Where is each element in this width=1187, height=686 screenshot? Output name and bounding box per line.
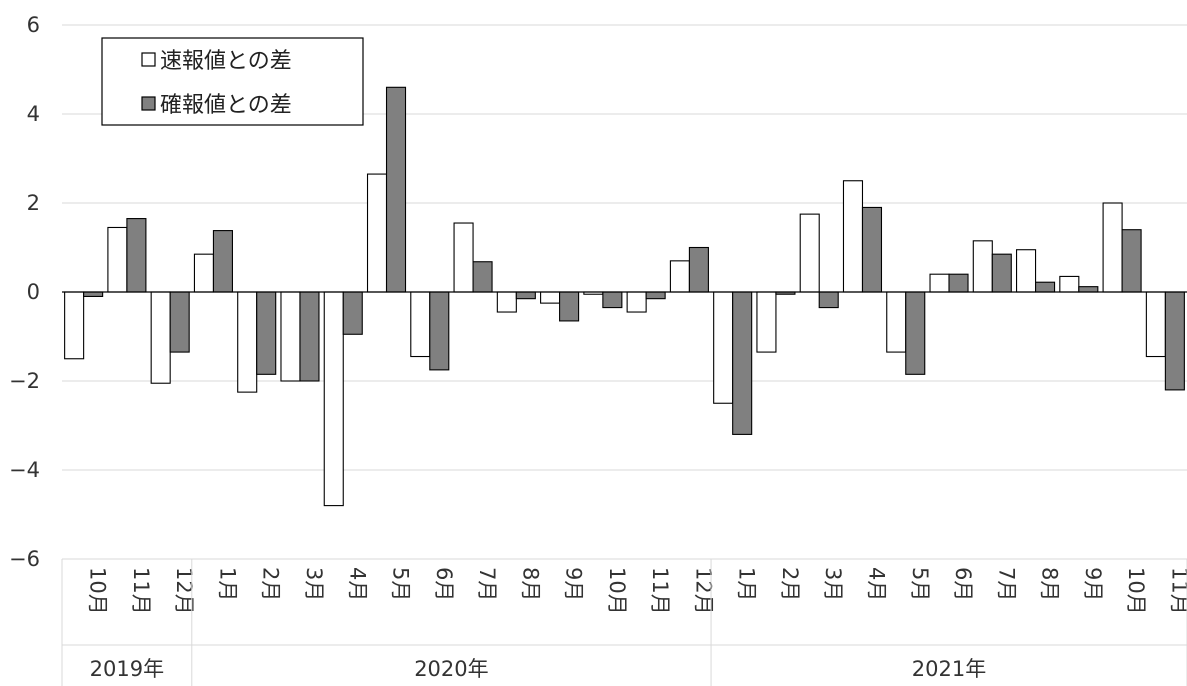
bar-final bbox=[472, 261, 493, 293]
x-category-label: 11月 bbox=[648, 567, 672, 615]
bar-final bbox=[515, 291, 536, 300]
y-tick-label: −6 bbox=[9, 547, 40, 571]
bar-final bbox=[126, 218, 147, 293]
x-category-label: 7月 bbox=[994, 567, 1018, 601]
bar-final bbox=[991, 253, 1012, 293]
bar-preliminary bbox=[366, 173, 388, 293]
bar-preliminary bbox=[410, 291, 431, 358]
x-category-label: 6月 bbox=[432, 567, 456, 601]
x-category-label: 4月 bbox=[864, 567, 888, 601]
bar-preliminary bbox=[1016, 249, 1037, 293]
bar-preliminary bbox=[193, 253, 214, 293]
x-category-label: 10月 bbox=[605, 567, 629, 615]
x-category-label: 1月 bbox=[735, 567, 759, 601]
bar-preliminary bbox=[626, 291, 647, 313]
bar-preliminary bbox=[972, 240, 993, 293]
bar-final bbox=[1035, 281, 1056, 293]
x-category-label: 12月 bbox=[172, 567, 196, 615]
bar-final bbox=[905, 291, 926, 375]
y-axis-ticks: −6 −4 −2 0 2 4 6 bbox=[9, 13, 40, 571]
bars bbox=[64, 86, 1185, 507]
x-axis: 10月 11月 12月 1月 2月 3月 4月 5月 6月 7月 8月 9月 10月 11月 12月 1月 2月… bbox=[61, 559, 1187, 686]
bar-preliminary bbox=[64, 291, 85, 360]
bar-final bbox=[83, 291, 104, 297]
x-category-label: 5月 bbox=[389, 567, 413, 601]
bar-preliminary bbox=[453, 222, 474, 293]
bar-final bbox=[602, 291, 623, 309]
x-category-label: 2月 bbox=[259, 567, 283, 601]
bar-final bbox=[732, 291, 753, 435]
bar-final bbox=[861, 206, 883, 293]
x-category-label: 8月 bbox=[518, 567, 542, 601]
bar-final bbox=[948, 273, 969, 293]
bar-final bbox=[1078, 286, 1099, 293]
bar-final bbox=[818, 291, 839, 309]
bar-preliminary bbox=[929, 273, 950, 293]
y-tick-label: −4 bbox=[9, 458, 40, 482]
bar-final bbox=[212, 230, 233, 293]
legend-label-final: 確報値との差 bbox=[160, 93, 292, 118]
bar-preliminary bbox=[107, 226, 128, 293]
x-category-label: 12月 bbox=[691, 567, 715, 615]
legend-label-preliminary: 速報値との差 bbox=[160, 49, 292, 74]
bar-preliminary bbox=[842, 180, 864, 293]
y-tick-label: 6 bbox=[27, 13, 40, 37]
y-tick-label: 2 bbox=[27, 191, 40, 215]
year-group-label: 2019年 bbox=[90, 657, 164, 681]
x-category-label: 8月 bbox=[1038, 567, 1062, 601]
y-tick-label: 0 bbox=[27, 280, 40, 304]
year-group-label: 2021年 bbox=[912, 657, 986, 681]
bar-final bbox=[559, 291, 580, 322]
x-category-label: 2月 bbox=[778, 567, 802, 601]
x-category-label: 9月 bbox=[1081, 567, 1105, 601]
y-tick-label: −2 bbox=[9, 369, 40, 393]
y-tick-label: 4 bbox=[27, 102, 40, 126]
bar-final bbox=[1164, 291, 1185, 391]
bar-final bbox=[169, 291, 190, 353]
bar-preliminary bbox=[1145, 291, 1166, 358]
bar-preliminary bbox=[540, 291, 561, 304]
legend-swatch-final bbox=[141, 96, 156, 111]
x-category-label: 3月 bbox=[302, 567, 326, 601]
x-category-label: 11月 bbox=[129, 567, 153, 615]
year-group-label: 2020年 bbox=[414, 657, 488, 681]
bar-preliminary bbox=[713, 291, 734, 404]
bar-final bbox=[688, 246, 709, 293]
legend-swatch-preliminary bbox=[141, 52, 156, 67]
x-category-label: 1月 bbox=[215, 567, 239, 601]
bar-preliminary bbox=[496, 291, 517, 313]
bar-preliminary bbox=[323, 291, 344, 507]
x-category-label: 10月 bbox=[1124, 567, 1148, 615]
x-category-label: 5月 bbox=[908, 567, 932, 601]
x-category-label: 11月 bbox=[1167, 567, 1187, 615]
bar-preliminary bbox=[756, 291, 777, 353]
bar-preliminary bbox=[150, 291, 171, 384]
x-category-label: 3月 bbox=[821, 567, 845, 601]
x-category-label: 6月 bbox=[951, 567, 975, 601]
legend: 速報値との差 確報値との差 bbox=[101, 37, 364, 126]
bar-final bbox=[645, 291, 666, 300]
bar-preliminary bbox=[237, 291, 258, 393]
bar-final bbox=[256, 291, 277, 375]
x-category-label: 10月 bbox=[86, 567, 110, 615]
bar-preliminary bbox=[669, 260, 690, 293]
bar-preliminary bbox=[799, 213, 820, 293]
bar-preliminary bbox=[280, 291, 301, 382]
bar-preliminary bbox=[1102, 202, 1123, 293]
bar-final bbox=[429, 291, 450, 371]
x-category-label: 4月 bbox=[345, 567, 369, 601]
bar-final bbox=[299, 291, 320, 382]
bar-final bbox=[342, 291, 363, 335]
bar-preliminary bbox=[886, 291, 907, 353]
bar-preliminary bbox=[1059, 275, 1080, 293]
bar-final bbox=[1121, 229, 1142, 293]
x-category-label: 7月 bbox=[475, 567, 499, 601]
bar-final bbox=[385, 86, 407, 293]
x-category-label: 9月 bbox=[562, 567, 586, 601]
